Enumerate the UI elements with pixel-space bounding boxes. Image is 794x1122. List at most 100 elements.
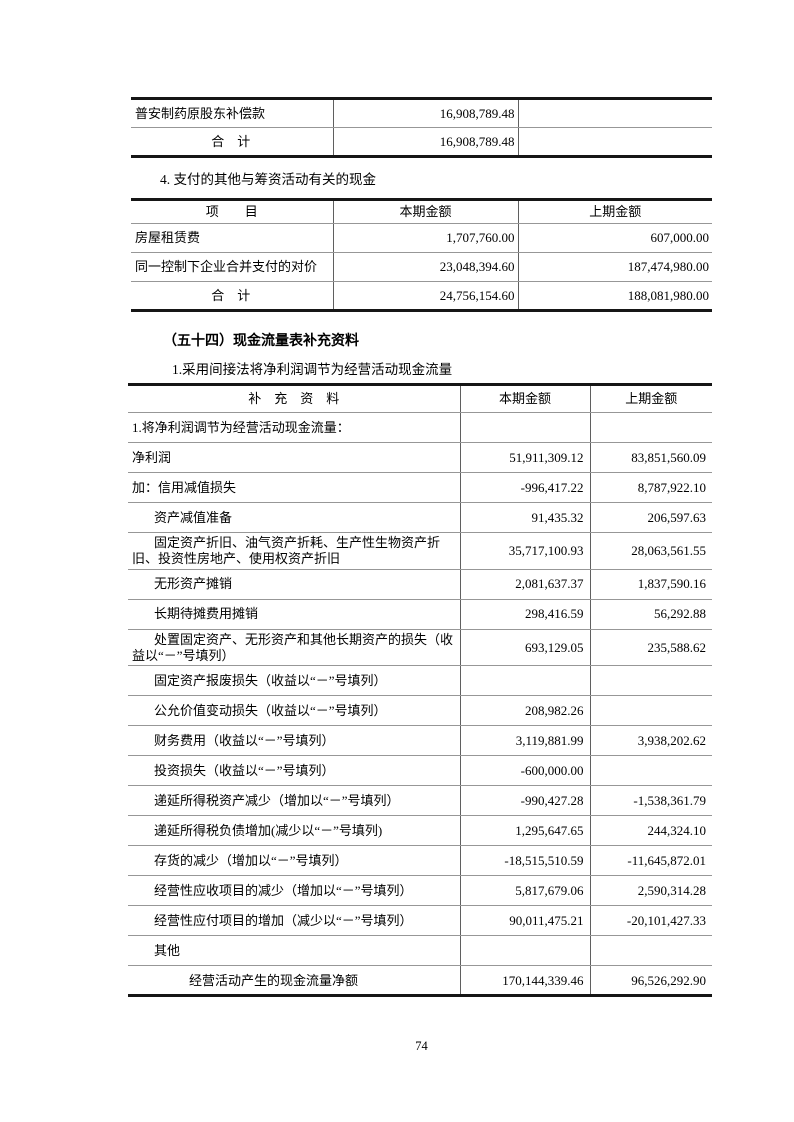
- prior-amount-cell: 244,324.10: [590, 815, 712, 847]
- table-header-row: 项 目 本期金额 上期金额: [131, 199, 712, 224]
- current-amount-cell: 1,295,647.65: [460, 815, 591, 847]
- cash-flow-supplementary-table: 补 充 资 料 本期金额 上期金额 1.将净利润调节为经营活动现金流量： 净利润…: [128, 383, 712, 998]
- supplementary-info-header: 补 充 资 料: [128, 384, 461, 413]
- item-cell: 经营性应收项目的减少（增加以“－”号填列）: [128, 875, 461, 907]
- item-cell: 处置固定资产、无形资产和其他长期资产的损失（收益以“－”号填列）: [128, 629, 461, 667]
- prior-amount-cell: [590, 412, 712, 443]
- continued-financing-cash-table: 普安制药原股东补偿款 16,908,789.48 合 计 16,908,789.…: [131, 97, 712, 158]
- current-amount-cell: 1,707,760.00: [333, 223, 519, 253]
- item-cell: 存货的减少（增加以“－”号填列）: [128, 845, 461, 877]
- item-cell: 固定资产报废损失（收益以“－”号填列）: [128, 665, 461, 697]
- current-amount-cell: 170,144,339.46: [460, 965, 591, 996]
- item-cell: 同一控制下企业合并支付的对价: [131, 252, 334, 282]
- table-row: 1.将净利润调节为经营活动现金流量：: [128, 412, 712, 443]
- table-row: 固定资产折旧、油气资产折耗、生产性生物资产折旧、投资性房地产、使用权资产折旧 3…: [128, 532, 712, 570]
- current-amount-cell: 208,982.26: [460, 695, 591, 727]
- current-period-header: 本期金额: [460, 384, 591, 413]
- prior-amount-cell: 188,081,980.00: [627, 287, 709, 303]
- prior-amount-cell: [590, 695, 712, 727]
- current-amount-cell: 90,011,475.21: [460, 905, 591, 937]
- item-cell: 普安制药原股东补偿款: [131, 98, 334, 128]
- current-amount-cell: 2,081,637.37: [460, 569, 591, 600]
- prior-amount-cell: 2,590,314.28: [590, 875, 712, 907]
- item-cell: 经营性应付项目的增加（减少以“－”号填列）: [128, 905, 461, 937]
- table-row: 公允价值变动损失（收益以“－”号填列） 208,982.26: [128, 695, 712, 727]
- table-row: 处置固定资产、无形资产和其他长期资产的损失（收益以“－”号填列） 693,129…: [128, 629, 712, 667]
- prior-period-header: 上期金额: [518, 199, 712, 224]
- item-cell: 公允价值变动损失（收益以“－”号填列）: [128, 695, 461, 727]
- prior-amount-cell: -11,645,872.01: [590, 845, 712, 877]
- prior-amount-cell: 607,000.00: [518, 223, 712, 253]
- table-row: 同一控制下企业合并支付的对价 23,048,394.60 187,474,980…: [131, 252, 712, 282]
- item-cell: 其他: [128, 935, 461, 967]
- prior-amount-cell: [518, 128, 712, 157]
- table-row: 长期待摊费用摊销 298,416.59 56,292.88: [128, 599, 712, 630]
- current-amount-cell: -600,000.00: [460, 755, 591, 787]
- item-cell: 固定资产折旧、油气资产折耗、生产性生物资产折旧、投资性房地产、使用权资产折旧: [128, 532, 461, 570]
- prior-period-header: 上期金额: [590, 384, 712, 413]
- prior-amount-cell: 28,063,561.55: [590, 532, 712, 570]
- table-row: 普安制药原股东补偿款 16,908,789.48: [131, 98, 712, 128]
- prior-amount-cell: [590, 755, 712, 787]
- table-row: 经营性应付项目的增加（减少以“－”号填列） 90,011,475.21 -20,…: [128, 905, 712, 937]
- prior-amount-cell: 56,292.88: [590, 599, 712, 630]
- prior-amount-cell: -20,101,427.33: [590, 905, 712, 937]
- item-cell: 经营活动产生的现金流量净额: [128, 965, 461, 996]
- current-amount-cell: 91,435.32: [460, 502, 591, 533]
- current-amount-cell: [460, 412, 591, 443]
- item-cell: 递延所得税资产减少（增加以“－”号填列）: [128, 785, 461, 817]
- table-row: 递延所得税资产减少（增加以“－”号填列） -990,427.28 -1,538,…: [128, 785, 712, 817]
- item-cell: 加：信用减值损失: [128, 472, 461, 503]
- current-amount-cell: -990,427.28: [460, 785, 591, 817]
- prior-amount-cell: 187,474,980.00: [518, 252, 712, 282]
- current-amount-cell: 23,048,394.60: [333, 252, 519, 282]
- table-row: 净利润 51,911,309.12 83,851,560.09: [128, 442, 712, 473]
- table-row: 财务费用（收益以“－”号填列） 3,119,881.99 3,938,202.6…: [128, 725, 712, 757]
- current-amount-cell: 16,908,789.48: [333, 127, 519, 157]
- table-row: 合 计 24,756,154.60 188,081,980.00: [131, 281, 712, 311]
- table-row: 无形资产摊销 2,081,637.37 1,837,590.16: [128, 569, 712, 600]
- section-4-heading: 4. 支付的其他与筹资活动有关的现金: [160, 172, 376, 187]
- item-cell: 合 计: [131, 281, 334, 311]
- current-amount-cell: 3,119,881.99: [460, 725, 591, 757]
- current-amount-cell: 5,817,679.06: [460, 875, 591, 907]
- prior-amount-cell: [518, 98, 712, 128]
- prior-amount-cell: 83,851,560.09: [590, 442, 712, 473]
- section-54-heading: （五十四）现金流量表补充资料: [163, 334, 359, 349]
- table-header-row: 补 充 资 料 本期金额 上期金额: [128, 384, 712, 413]
- table-row: 经营活动产生的现金流量净额 170,144,339.46 96,526,292.…: [128, 965, 712, 996]
- table-row: 资产减值准备 91,435.32 206,597.63: [128, 502, 712, 533]
- prior-amount-cell: 1,837,590.16: [590, 569, 712, 600]
- item-cell: 资产减值准备: [128, 502, 461, 533]
- table-row: 存货的减少（增加以“－”号填列） -18,515,510.59 -11,645,…: [128, 845, 712, 877]
- item-cell: 房屋租赁费: [131, 223, 334, 253]
- current-amount-cell: 16,908,789.48: [333, 98, 519, 128]
- financing-other-cash-table: 项 目 本期金额 上期金额 房屋租赁费 1,707,760.00 607,000…: [131, 198, 712, 312]
- prior-amount-cell: 206,597.63: [590, 502, 712, 533]
- prior-amount-cell: 235,588.62: [590, 629, 712, 667]
- prior-amount-cell: [590, 665, 712, 697]
- current-amount-cell: 298,416.59: [460, 599, 591, 630]
- item-cell: 无形资产摊销: [128, 569, 461, 600]
- page-number: 74: [415, 1039, 428, 1053]
- indirect-method-subheading: 1.采用间接法将净利润调节为经营活动现金流量: [172, 362, 453, 377]
- prior-amount-cell: -1,538,361.79: [590, 785, 712, 817]
- item-cell: 长期待摊费用摊销: [128, 599, 461, 630]
- table-row: 经营性应收项目的减少（增加以“－”号填列） 5,817,679.06 2,590…: [128, 875, 712, 907]
- item-cell: 递延所得税负债增加(减少以“－”号填列): [128, 815, 461, 847]
- table-row: 合 计 16,908,789.48: [131, 127, 712, 157]
- prior-amount-cell: 3,938,202.62: [590, 725, 712, 757]
- prior-amount-cell: 96,526,292.90: [631, 972, 706, 988]
- table-row: 加：信用减值损失 -996,417.22 8,787,922.10: [128, 472, 712, 503]
- current-amount-cell: 24,756,154.60: [333, 281, 519, 311]
- table-row: 其他: [128, 935, 712, 967]
- current-period-header: 本期金额: [333, 199, 519, 224]
- prior-amount-cell: 8,787,922.10: [590, 472, 712, 503]
- item-cell: 投资损失（收益以“－”号填列）: [128, 755, 461, 787]
- item-cell: 净利润: [128, 442, 461, 473]
- current-amount-cell: [460, 935, 591, 967]
- current-amount-cell: -18,515,510.59: [460, 845, 591, 877]
- item-cell: 合 计: [131, 127, 334, 157]
- prior-amount-cell: [590, 935, 712, 967]
